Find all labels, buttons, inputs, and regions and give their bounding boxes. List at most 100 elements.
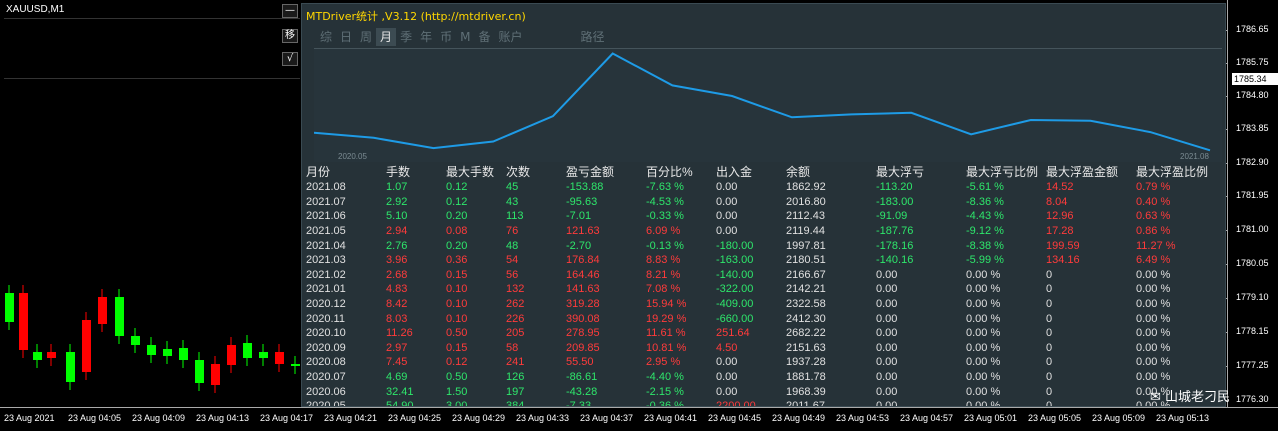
tab-6[interactable]: 币 xyxy=(440,30,453,44)
time-label: 23 Aug 04:33 xyxy=(516,413,570,423)
table-cell: -95.63 xyxy=(566,195,598,208)
table-cell: 58 xyxy=(506,341,519,354)
table-cell: 0.00 % xyxy=(1136,371,1171,384)
price-label: 1778.15 xyxy=(1236,326,1269,336)
table-cell: 0.00 % xyxy=(966,385,1001,398)
confirm-button[interactable]: √ xyxy=(282,52,298,66)
candlestick-chart xyxy=(5,285,300,393)
time-label: 23 Aug 04:13 xyxy=(196,413,250,423)
table-row: 2021.07 2.92 0.12 43 -95.63 -4.53 % 0.00 2016.8… xyxy=(306,195,1216,210)
table-cell: 0.00 % xyxy=(1136,268,1171,281)
tab-3[interactable]: 月 xyxy=(376,28,397,46)
table-cell: 0.08 xyxy=(446,225,468,238)
candle-body xyxy=(147,345,156,355)
time-label: 23 Aug 04:21 xyxy=(324,413,378,423)
table-cell: 2.97 xyxy=(386,341,408,354)
time-label: 23 Aug 2021 xyxy=(4,413,55,423)
table-cell: 2021.07 xyxy=(306,195,346,208)
candle-body xyxy=(66,352,75,382)
table-row: 2020.12 8.42 0.10 262 319.28 15.94 % -409.00 23… xyxy=(306,297,1216,312)
table-cell: 0.63 % xyxy=(1136,210,1171,223)
table-cell: -5.99 % xyxy=(966,254,1004,267)
table-cell: 4.69 xyxy=(386,371,408,384)
table-cell: 43 xyxy=(506,195,519,208)
table-cell: 197 xyxy=(506,385,525,398)
table-row: 2021.01 4.83 0.10 132 141.63 7.08 % -322.00 214… xyxy=(306,282,1216,297)
table-cell: 0.00 % xyxy=(966,341,1001,354)
minimize-button[interactable]: — xyxy=(282,4,298,18)
table-cell: 0.00 % xyxy=(1136,356,1171,369)
table-cell: 278.95 xyxy=(566,327,600,340)
table-cell: 2021.02 xyxy=(306,268,346,281)
table-cell: 45 xyxy=(506,181,519,194)
table-cell: 0.00 xyxy=(876,400,898,407)
candle-body xyxy=(179,348,188,360)
table-cell: 0.00 xyxy=(876,268,898,281)
monthly-stats-table: 月份 手数 最大手数 次数 盈亏金额 百分比% 出入金 余额 最大浮亏 最大浮亏比例 最大浮盈金额 最… xyxy=(306,164,1216,407)
price-label: 1776.30 xyxy=(1236,394,1269,404)
table-cell: 2119.44 xyxy=(786,225,825,238)
tab-1[interactable]: 日 xyxy=(340,30,353,44)
table-cell: 113 xyxy=(506,210,524,223)
table-cell: 2021.05 xyxy=(306,225,346,238)
table-cell: 132 xyxy=(506,283,525,296)
table-cell: 2322.58 xyxy=(786,298,826,311)
table-cell: 0 xyxy=(1046,298,1053,311)
time-label: 23 Aug 05:05 xyxy=(1028,413,1082,423)
table-cell: 0.10 xyxy=(446,312,468,325)
table-cell: -140.00 xyxy=(716,268,754,281)
table-cell: 0 xyxy=(1046,385,1053,398)
table-cell: 17.28 xyxy=(1046,225,1074,238)
tab-0[interactable]: 综 xyxy=(320,30,333,44)
table-cell: 2021.06 xyxy=(306,210,346,223)
table-cell: 251.64 xyxy=(716,327,750,340)
table-cell: 0.00 xyxy=(876,385,898,398)
table-cell: 2180.51 xyxy=(786,254,826,267)
table-cell: -5.61 % xyxy=(966,181,1004,194)
column-header: 最大浮亏 xyxy=(876,165,925,179)
table-cell: 1862.92 xyxy=(786,181,826,194)
table-cell: 2016.80 xyxy=(786,195,826,208)
time-label: 23 Aug 04:05 xyxy=(68,413,122,423)
table-cell: 0.12 xyxy=(446,195,468,208)
column-header: 最大浮亏比例 xyxy=(966,165,1039,179)
price-tick xyxy=(1224,196,1228,197)
table-cell: -4.53 % xyxy=(646,195,684,208)
time-label: 23 Aug 05:09 xyxy=(1092,413,1146,423)
table-cell: 0.00 % xyxy=(1136,298,1171,311)
table-row: 2020.07 4.69 0.50 126 -86.61 -4.40 % 0.00 1881.… xyxy=(306,370,1216,385)
table-cell: 8.83 % xyxy=(646,254,681,267)
move-button[interactable]: 移 xyxy=(282,29,298,43)
price-label: 1783.85 xyxy=(1236,123,1269,133)
column-header: 盈亏金额 xyxy=(566,165,615,179)
tab-2[interactable]: 周 xyxy=(360,30,373,44)
table-cell: 390.08 xyxy=(566,312,600,325)
tab-4[interactable]: 季 xyxy=(400,30,413,44)
tab-9[interactable]: 账户 xyxy=(498,30,523,44)
table-cell: 5.10 xyxy=(386,210,408,223)
candle-body xyxy=(275,352,284,364)
price-label: 1782.90 xyxy=(1236,157,1269,167)
tab-5[interactable]: 年 xyxy=(420,30,433,44)
table-cell: 0.15 xyxy=(446,341,468,354)
candle-body xyxy=(227,345,236,365)
table-cell: 2.92 xyxy=(386,195,408,208)
table-cell: 134.16 xyxy=(1046,254,1080,267)
table-cell: 141.63 xyxy=(566,283,600,296)
time-label: 23 Aug 04:25 xyxy=(388,413,442,423)
table-cell: 0.00 % xyxy=(966,327,1001,340)
tab-8[interactable]: 备 xyxy=(478,30,491,44)
table-cell: 0.00 % xyxy=(966,283,1001,296)
price-tick xyxy=(1224,30,1228,31)
table-cell: 2020.08 xyxy=(306,356,346,369)
table-cell: -660.00 xyxy=(716,312,754,325)
table-cell: 0.00 xyxy=(876,298,898,311)
tab-10[interactable]: 路径 xyxy=(580,30,605,44)
table-cell: 54 xyxy=(506,254,519,267)
tab-7[interactable]: M xyxy=(460,30,471,44)
table-cell: 226 xyxy=(506,312,525,325)
time-label: 23 Aug 04:45 xyxy=(708,413,762,423)
table-cell: 2021.03 xyxy=(306,254,346,267)
table-cell: 0.20 xyxy=(446,239,468,252)
